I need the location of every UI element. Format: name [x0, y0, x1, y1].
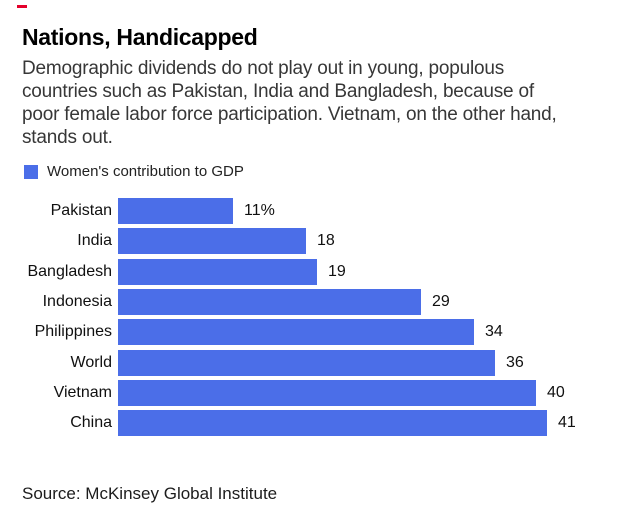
- value-label: 36: [506, 354, 524, 371]
- bar: [118, 259, 317, 285]
- value-label: 18: [317, 232, 335, 249]
- bar: [118, 289, 421, 315]
- legend-swatch-icon: [24, 164, 38, 179]
- bar: [118, 319, 474, 345]
- value-label: 40: [547, 384, 565, 401]
- bar-row: China 41: [0, 410, 640, 436]
- brand-accent-dash: [17, 5, 27, 8]
- bar-row: Vietnam 40: [0, 380, 640, 406]
- category-label: Bangladesh: [27, 263, 112, 280]
- bar: [118, 198, 233, 224]
- bar-row: World 36: [0, 350, 640, 376]
- bar: [118, 380, 536, 406]
- category-label: India: [77, 232, 112, 249]
- value-label: 41: [558, 414, 576, 431]
- category-label: Philippines: [34, 323, 112, 340]
- bar-row: Bangladesh 19: [0, 259, 640, 285]
- category-label: Pakistan: [50, 202, 112, 219]
- bar-row: India 18: [0, 228, 640, 254]
- source-note: Source: McKinsey Global Institute: [22, 484, 278, 503]
- value-label: 19: [328, 263, 346, 280]
- category-label: Indonesia: [42, 293, 112, 310]
- bar: [118, 410, 547, 436]
- subtitle-line: poor female labor force participation. V…: [22, 104, 557, 125]
- value-label: 29: [432, 293, 450, 310]
- value-label: 11%: [244, 202, 275, 219]
- category-label: World: [70, 354, 113, 371]
- value-label: 34: [485, 323, 503, 340]
- bar: [118, 350, 495, 376]
- legend-label: Women's contribution to GDP: [47, 163, 244, 180]
- chart-title: Nations, Handicapped: [22, 24, 258, 50]
- bar: [118, 228, 306, 254]
- bar-row: Philippines 34: [0, 319, 640, 345]
- category-label: Vietnam: [53, 384, 112, 401]
- subtitle-line: countries such as Pakistan, India and Ba…: [22, 81, 534, 102]
- subtitle-line: stands out.: [22, 127, 113, 148]
- bar-chart: Pakistan 11% India 18 Bangladesh 19 Indonesia 2…: [0, 198, 640, 443]
- legend: Women's contribution to GDP: [24, 163, 244, 180]
- bar-row: Pakistan 11%: [0, 198, 640, 224]
- bar-row: Indonesia 29: [0, 289, 640, 315]
- chart-subtitle: Demographic dividends do not play out in…: [22, 57, 557, 149]
- category-label: China: [70, 414, 112, 431]
- subtitle-line: Demographic dividends do not play out in…: [22, 58, 505, 79]
